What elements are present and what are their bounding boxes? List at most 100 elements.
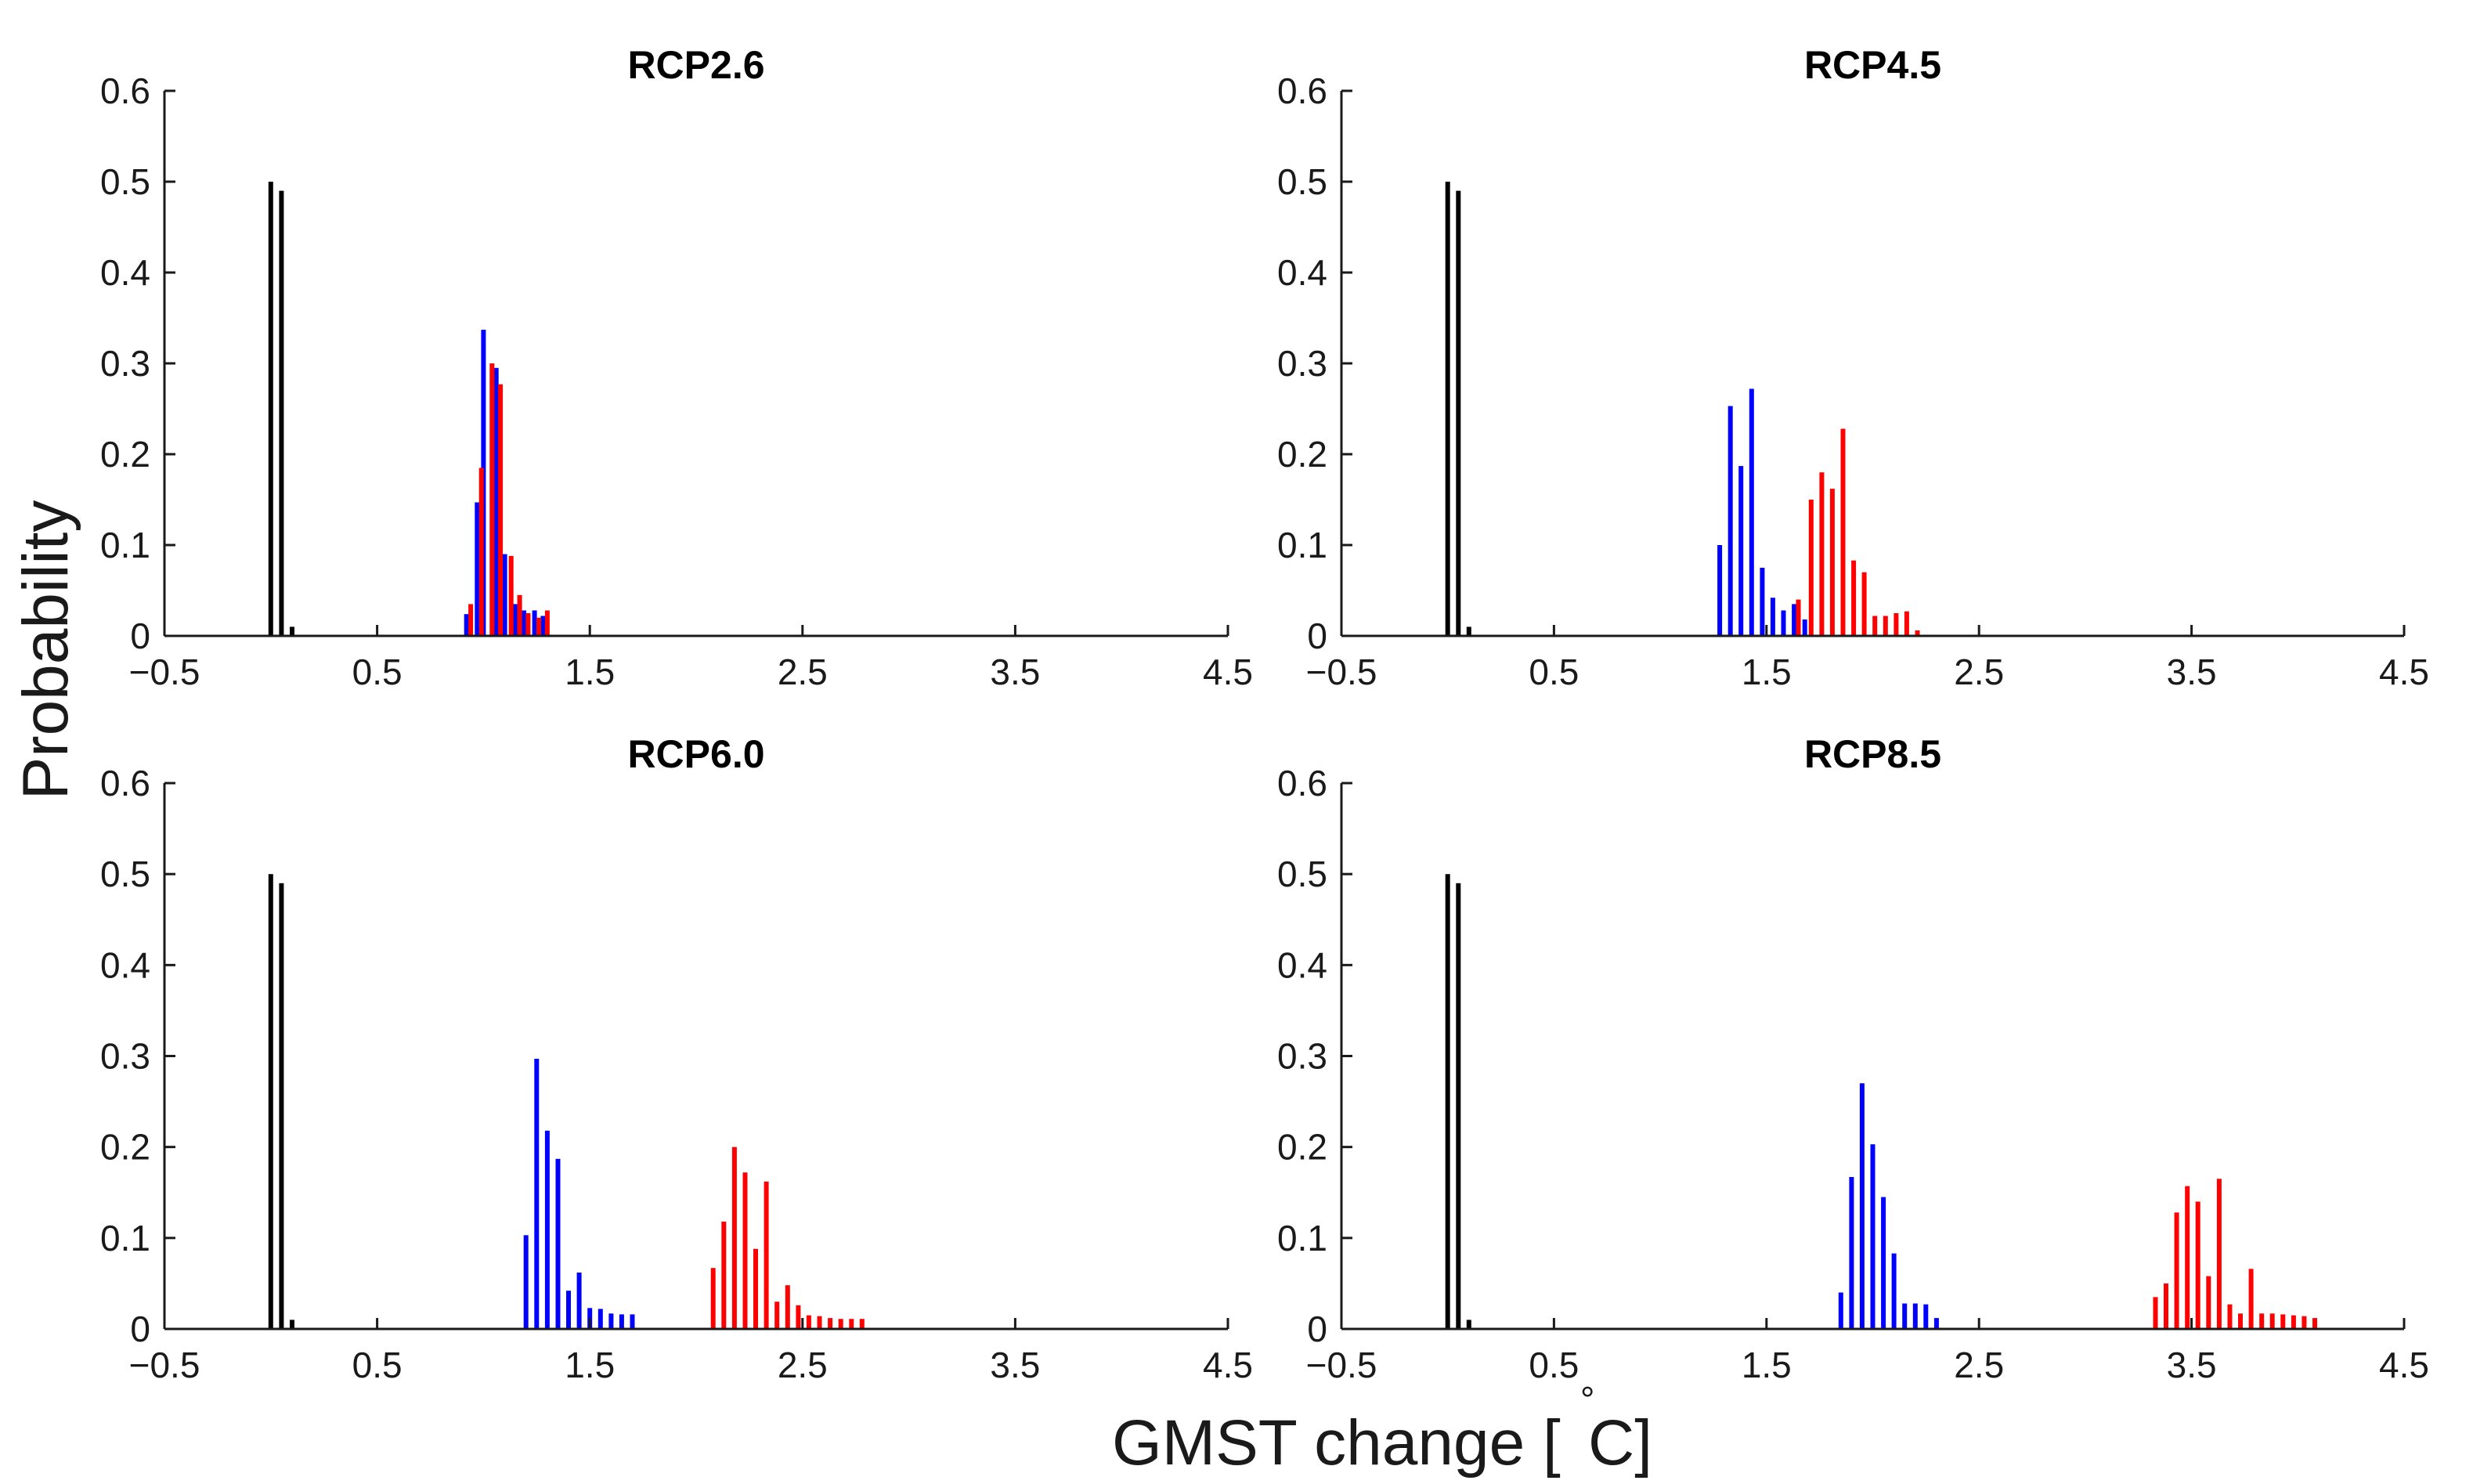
y-tick-label: 0.2: [1277, 434, 1327, 475]
bar-black: [279, 190, 284, 637]
bar-red: [478, 468, 484, 636]
bar-blue: [566, 1291, 571, 1329]
bar-red: [2227, 1304, 2233, 1329]
bar-blue: [1749, 388, 1754, 636]
bar-blue: [523, 1235, 529, 1329]
bar-red: [536, 617, 541, 636]
bar-red: [544, 610, 550, 636]
y-tick-label: 0: [1307, 616, 1327, 656]
x-tick-label: −0.5: [129, 1345, 200, 1385]
y-tick-label: 0.4: [1277, 252, 1327, 293]
bar-red: [2174, 1212, 2179, 1329]
bar-red: [742, 1172, 748, 1329]
y-tick-label: 0.6: [100, 763, 150, 803]
x-tick-label: 0.5: [1529, 1345, 1579, 1385]
y-tick-label: 0.3: [100, 1036, 150, 1077]
bar-red: [1819, 472, 1825, 636]
y-tick-label: 0.6: [1277, 70, 1327, 111]
y-tick-label: 0.3: [1277, 343, 1327, 384]
y-tick-label: 0.4: [1277, 944, 1327, 985]
panel-rcp8-5: 0 0.1 0.2 0.3 0.4 0.5 0.6 −0.5 0.5 1.5 2.5 3.5 4.5 RC…: [1277, 732, 2429, 1385]
y-tick-label: 0.3: [100, 343, 150, 384]
panel-title: RCP4.5: [1804, 43, 1941, 87]
x-tick-label: 0.5: [352, 1345, 403, 1385]
bar-red: [2280, 1314, 2286, 1329]
bar-blue: [502, 554, 507, 636]
x-tick-label: 1.5: [565, 1345, 615, 1385]
bar-blue: [1912, 1303, 1918, 1329]
bar-blue: [608, 1313, 614, 1329]
y-tick-label: 0.2: [1277, 1127, 1327, 1168]
bar-red: [1894, 613, 1899, 636]
x-tick-label: 1.5: [565, 652, 615, 692]
bar-red: [489, 363, 495, 636]
x-tick-label: 3.5: [2167, 1345, 2217, 1385]
bar-red: [859, 1319, 865, 1329]
y-tick-label: 0.3: [1277, 1036, 1327, 1077]
bar-blue: [1770, 598, 1775, 636]
bar-blue: [1802, 619, 1807, 636]
bar-red: [731, 1146, 737, 1329]
x-tick-label: 2.5: [778, 1345, 828, 1385]
bar-black: [1445, 874, 1450, 1329]
x-tick-label: 0.5: [1529, 652, 1579, 692]
bar-red: [2164, 1283, 2168, 1329]
bar-black: [290, 626, 294, 636]
bar-blue: [540, 616, 546, 636]
y-tick-label: 0.1: [100, 525, 150, 565]
bar-red: [1808, 500, 1814, 636]
bar-red: [1840, 428, 1846, 636]
y-tick-label: 0.6: [1277, 763, 1327, 803]
bar-red: [2206, 1276, 2211, 1329]
bar-black: [1466, 626, 1471, 636]
bar-red: [849, 1319, 854, 1329]
bar-red: [2185, 1186, 2190, 1329]
bar-blue: [532, 610, 537, 636]
x-tick-label: 1.5: [1742, 652, 1792, 692]
y-tick-label: 0.1: [100, 1218, 150, 1258]
x-tick-label: −0.5: [129, 652, 200, 692]
bar-red: [828, 1318, 833, 1329]
bar-blue: [1760, 568, 1765, 636]
x-tick-label: 2.5: [1954, 1345, 2004, 1385]
bar-black: [279, 883, 284, 1329]
y-tick-label: 0.1: [1277, 1218, 1327, 1258]
y-axis-label: Probability: [10, 500, 81, 800]
bar-blue: [630, 1314, 635, 1329]
bar-blue: [513, 604, 518, 636]
bar-red: [817, 1316, 822, 1329]
bar-blue: [1727, 406, 1733, 636]
panel-rcp4-5: 0 0.1 0.2 0.3 0.4 0.5 0.6 −0.5 0.5 1.5 2.5 3.5 4.5 RC…: [1277, 43, 2429, 692]
bar-blue: [1859, 1083, 1865, 1329]
bar-red: [525, 613, 531, 636]
y-tick-label: 0.4: [100, 944, 150, 985]
bar-red: [1872, 616, 1878, 636]
bar-blue: [1792, 604, 1797, 636]
bar-blue: [1781, 610, 1786, 636]
bar-red: [753, 1248, 758, 1329]
bar-red: [774, 1302, 780, 1329]
panel-title: RCP2.6: [627, 43, 764, 87]
bar-red: [806, 1315, 811, 1329]
bar-red: [2238, 1313, 2243, 1329]
x-tick-label: 4.5: [2379, 652, 2429, 692]
y-tick-label: 0: [130, 1309, 150, 1349]
panels-container: 0 0.1 0.2 0.3 0.4 0.5 0.6 −0.5 0.5 1.5 2.5 3.5 4.5 RC…: [100, 43, 2429, 1385]
bar-red: [2312, 1318, 2317, 1329]
bar-red: [710, 1268, 716, 1329]
bar-red: [508, 555, 514, 636]
bar-red: [2259, 1313, 2265, 1329]
bar-red: [2153, 1297, 2158, 1329]
bar-black: [290, 1320, 294, 1329]
bar-red: [721, 1221, 727, 1329]
bar-red: [2195, 1201, 2200, 1329]
bar-blue: [493, 367, 499, 636]
bar-black: [1456, 883, 1461, 1329]
bar-red: [796, 1305, 801, 1329]
x-tick-label: 2.5: [778, 652, 828, 692]
bar-black: [1445, 182, 1450, 636]
bar-blue: [534, 1059, 540, 1329]
panel-title: RCP6.0: [627, 732, 764, 776]
